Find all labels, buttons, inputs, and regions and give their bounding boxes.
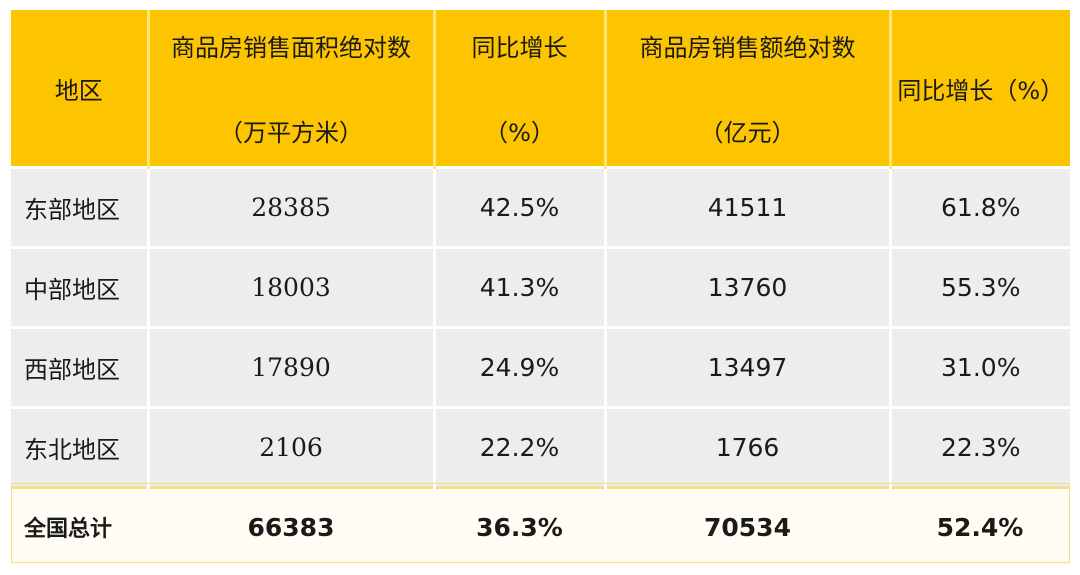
header-area-growth: 同比增长 （%） bbox=[434, 10, 607, 168]
header-sales-amount-title: 商品房销售额绝对数 bbox=[639, 34, 856, 62]
cell-region: 东部地区 bbox=[11, 166, 150, 248]
cell-total-label: 全国总计 bbox=[11, 486, 148, 565]
header-region: 地区 bbox=[11, 10, 150, 168]
cell-region: 西部地区 bbox=[11, 326, 150, 408]
cell-sales-area: 17890 bbox=[148, 326, 436, 408]
cell-sales-area: 18003 bbox=[148, 246, 436, 328]
cell-total-area-growth: 36.3% bbox=[434, 486, 605, 565]
cell-sales-amount: 13497 bbox=[605, 326, 892, 408]
header-sales-amount: 商品房销售额绝对数 （亿元） bbox=[605, 10, 892, 168]
header-amount-growth-label: 同比增长（%） bbox=[897, 76, 1065, 105]
header-sales-area-title: 商品房销售面积绝对数 bbox=[171, 34, 411, 62]
header-area-growth-title: 同比增长 bbox=[471, 34, 568, 62]
cell-area-growth: 24.9% bbox=[434, 326, 607, 408]
total-row: 全国总计 66383 36.3% 70534 52.4% bbox=[11, 486, 1070, 565]
cell-sales-amount: 1766 bbox=[605, 406, 892, 488]
header-row: 地区 商品房销售面积绝对数 （万平方米） 同比增长 （%） 商 bbox=[11, 10, 1070, 168]
cell-region: 东北地区 bbox=[11, 406, 150, 488]
cell-sales-area: 28385 bbox=[148, 166, 436, 248]
cell-amount-growth: 55.3% bbox=[890, 246, 1070, 328]
table-row: 西部地区 17890 24.9% 13497 31.0% bbox=[11, 326, 1070, 408]
cell-amount-growth: 22.3% bbox=[890, 406, 1070, 488]
table-row: 东部地区 28385 42.5% 41511 61.8% bbox=[11, 166, 1070, 248]
table-row: 东北地区 2106 22.2% 1766 22.3% bbox=[11, 406, 1070, 488]
cell-area-growth: 22.2% bbox=[434, 406, 607, 488]
cell-total-amount-growth: 52.4% bbox=[890, 486, 1070, 565]
table-row: 中部地区 18003 41.3% 13760 55.3% bbox=[11, 246, 1070, 328]
sales-table-container: 地区 商品房销售面积绝对数 （万平方米） 同比增长 （%） 商 bbox=[11, 10, 1070, 565]
cell-area-growth: 42.5% bbox=[434, 166, 607, 248]
header-sales-amount-unit: （亿元） bbox=[699, 119, 796, 147]
cell-sales-amount: 13760 bbox=[605, 246, 892, 328]
header-region-label: 地区 bbox=[54, 76, 103, 105]
cell-sales-amount: 41511 bbox=[605, 166, 892, 248]
real-estate-sales-table: 地区 商品房销售面积绝对数 （万平方米） 同比增长 （%） 商 bbox=[11, 10, 1070, 565]
header-sales-area-unit: （万平方米） bbox=[219, 119, 363, 147]
header-sales-area: 商品房销售面积绝对数 （万平方米） bbox=[148, 10, 436, 168]
cell-area-growth: 41.3% bbox=[434, 246, 607, 328]
cell-amount-growth: 31.0% bbox=[890, 326, 1070, 408]
cell-sales-area: 2106 bbox=[148, 406, 436, 488]
cell-total-sales-amount: 70534 bbox=[605, 486, 890, 565]
cell-region: 中部地区 bbox=[11, 246, 150, 328]
header-area-growth-unit: （%） bbox=[484, 119, 555, 147]
cell-amount-growth: 61.8% bbox=[890, 166, 1070, 248]
cell-total-sales-area: 66383 bbox=[148, 486, 434, 565]
header-amount-growth: 同比增长（%） bbox=[890, 10, 1070, 168]
